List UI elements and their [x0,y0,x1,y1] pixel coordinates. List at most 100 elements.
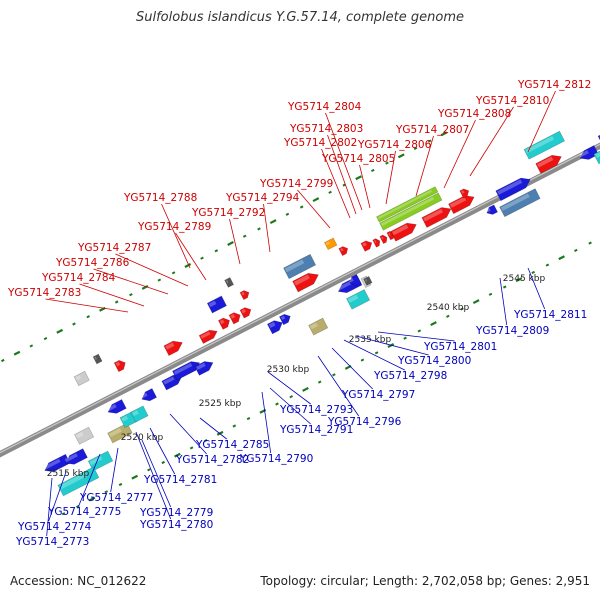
gene-feature-khaki [308,317,329,336]
gene-feature-red [292,272,319,293]
gene-shape [194,361,214,376]
tick-mark [385,161,389,165]
leader-line [261,391,272,454]
leader-line [115,253,189,287]
gene-shape [239,290,250,301]
gene-feature-khaki [107,422,133,444]
gene-feature-blue [107,399,127,414]
tick-mark [397,153,405,159]
tick-mark [157,278,162,282]
gene-highlight [115,361,121,367]
gene-shape [57,466,100,497]
gene-highlight [75,375,82,381]
tick-mark [460,307,464,311]
leader-line [229,218,241,265]
gene-highlight [64,453,78,463]
gene-shape [360,240,373,252]
gene-highlight [173,362,193,375]
gene-feature-blue [64,448,88,465]
leader-line [359,164,371,209]
gene-highlight [219,319,225,325]
leader-line [377,331,455,342]
gene-shape [486,204,498,215]
leader-line [45,298,129,313]
gene-label: YG5714_2809 [475,325,549,337]
gene-label: YG5714_2792 [191,207,265,219]
tick-mark [374,351,379,355]
tick-mark [289,395,293,399]
gene-label: YG5714_2782 [175,454,249,466]
leader-line [527,267,546,310]
gene-feature-red [459,188,470,199]
gene-feature-red [448,195,475,215]
gene-label: YG5714_2785 [195,439,269,451]
gene-shape [324,237,338,251]
leader-line [325,112,363,211]
gene-label: YG5714_2806 [357,139,432,151]
gene-feature-cyan [57,466,100,497]
tick-mark [275,402,279,406]
gene-feature-blue [140,388,158,402]
gene-shape [372,238,381,248]
leader-line [385,150,396,205]
gene-shape [163,340,183,357]
leader-line [110,447,119,493]
gene-features [43,125,600,497]
tick-mark [174,452,181,458]
gene-shape [113,359,126,373]
tick-mark [312,197,320,203]
gene-highlight [362,242,367,247]
gene-shape [224,277,235,288]
gene-shape [92,353,103,365]
gene-label: YG5714_2784 [41,272,116,284]
leader-line [199,417,227,440]
gene-feature-cyan [346,289,371,310]
gene-shape [87,450,114,472]
tick-mark [427,139,432,143]
gene-highlight [579,150,589,158]
tick-mark [171,271,176,275]
gene-feature-blue [278,313,291,326]
gene-feature-blue [486,204,498,215]
tick-mark [246,417,251,421]
gene-shape [74,426,95,445]
gene-shape [141,388,158,402]
leader-line [79,283,145,307]
leader-line [267,371,311,405]
tick-mark [417,329,422,333]
gene-label: YG5714_2781 [143,474,217,486]
leader-line [93,268,169,295]
tick-mark [56,328,64,334]
scale-label: 2520 kbp [121,433,164,443]
gene-label: YG5714_2797 [341,389,415,401]
gene-highlight [241,308,246,314]
leader-line [355,335,429,356]
gene-feature-blue [206,295,227,314]
tick-mark [488,292,493,296]
gene-label: YG5714_2788 [123,192,197,204]
gene-highlight [309,322,318,330]
leader-line [499,277,508,326]
gene-shape [499,188,541,218]
gene-feature-steel [283,253,317,280]
gene-feature-red [360,240,373,252]
gene-feature-cyan [130,405,149,423]
gene-highlight [121,415,129,422]
gene-feature-red [535,154,562,174]
tick-mark [285,212,290,216]
gene-shape [379,234,388,245]
gene-feature-blue [579,145,599,160]
gene-shape [130,405,149,423]
tick-mark [472,299,480,305]
gene-highlight [284,259,305,273]
gene-highlight [362,278,366,283]
gene-highlight [241,291,245,296]
gene-shape [283,253,317,280]
tick-mark [440,131,448,137]
tick-mark [360,358,365,362]
tick-mark [257,227,261,231]
tick-mark [1,358,5,363]
gene-highlight [132,410,139,417]
gene-label: YG5714_2780 [139,519,213,531]
tick-mark [161,460,165,465]
